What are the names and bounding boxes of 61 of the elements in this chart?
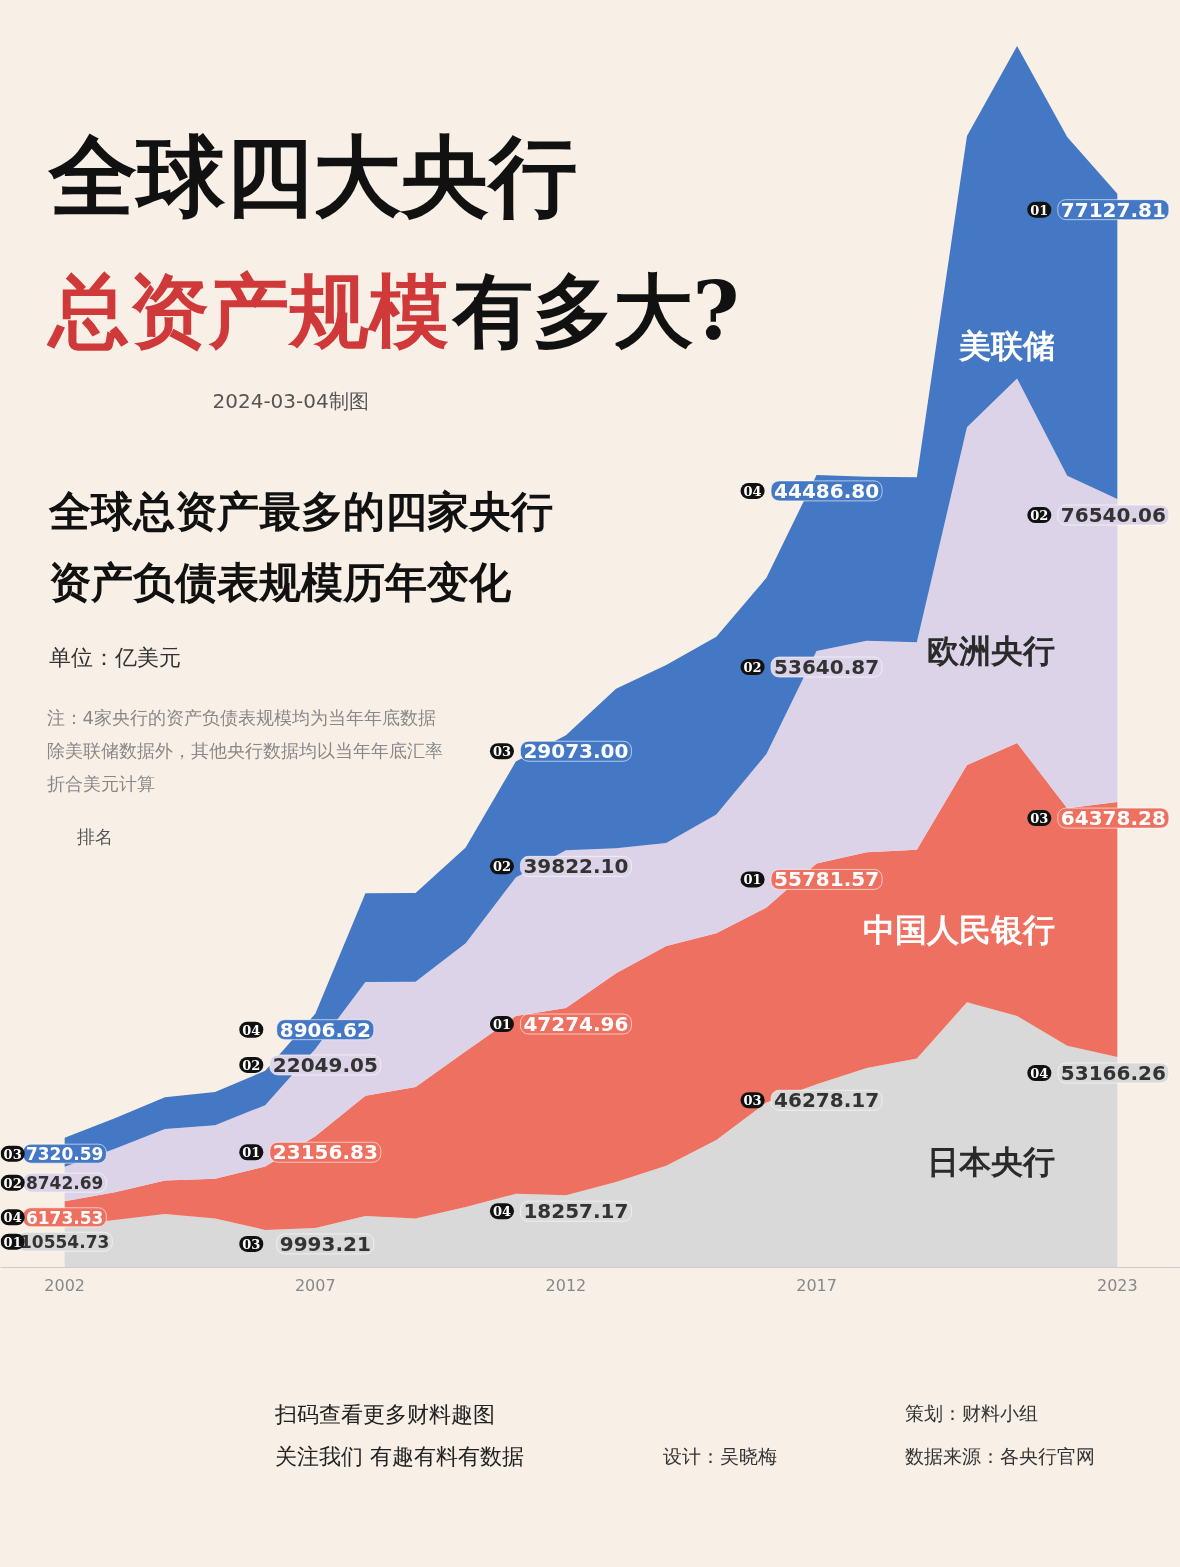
source-note: 数据来源：各央行官网: [905, 1444, 1095, 1469]
data-label: 76540.06: [1060, 503, 1166, 528]
x-tick-label: 2023: [1096, 1275, 1138, 1295]
annotation: 2024-03-04制图: [212, 388, 369, 413]
annotation: 01: [492, 1017, 511, 1033]
data-label: 77127.81: [1060, 197, 1166, 222]
data-label: 47274.96: [523, 1012, 629, 1037]
annotation: 单位：亿美元: [48, 645, 181, 670]
series-label: 美联储: [958, 327, 1056, 366]
series-label: 中国人民银行: [863, 910, 1056, 949]
legend-label: 欧洲央行: [927, 631, 1056, 670]
text: 全球四大央行总资产规模有多大?: [45, 123, 740, 358]
data-label: 55781.57: [774, 867, 880, 892]
data-label: 9993.21: [279, 1231, 371, 1256]
annotation: 03: [242, 1236, 261, 1252]
series-label: 日本央行: [927, 1143, 1056, 1182]
annotation: 排名: [76, 826, 113, 847]
x-tick-label: 2007: [294, 1275, 336, 1295]
text: 全球总资产最多的四家央行资产负债表规模历年变化: [47, 487, 553, 607]
data-label: 18257.17: [523, 1199, 629, 1224]
annotation: 除美联储数据外，其他央行数据均以当年年底汇率: [46, 740, 443, 761]
data-label: 23156.83: [272, 1140, 378, 1165]
annotation: 04: [492, 1204, 511, 1220]
data-label: 46278.17: [774, 1088, 880, 1113]
data-label: 44486.80: [774, 478, 880, 503]
x-tick-label: 2002: [44, 1275, 86, 1295]
data-label: 7320.59: [25, 1144, 104, 1165]
text: 关注我们 有趣有料有数据: [275, 1443, 524, 1471]
annotation: 03: [743, 1093, 762, 1109]
text: 扫码查看更多财料趣图: [275, 1401, 495, 1429]
annotation: 02: [1030, 508, 1049, 524]
data-label: 22049.05: [272, 1052, 378, 1077]
annotation: 04: [743, 483, 762, 499]
annotation: 01: [743, 872, 762, 888]
annotation: 02: [3, 1175, 22, 1191]
data-label: 39822.10: [523, 854, 629, 879]
annotation: 注：4家央行的资产负债表规模均为当年年底数据: [46, 707, 436, 728]
annotation: 02: [492, 859, 511, 875]
annotation: 03: [1030, 811, 1049, 827]
annotation: 02: [743, 660, 762, 676]
data-label: 53166.26: [1060, 1060, 1166, 1085]
annotation: 折合美元计算: [46, 773, 155, 794]
annotation: 02: [242, 1057, 261, 1073]
x-tick-label: 2017: [796, 1275, 837, 1295]
annotation: 01: [242, 1145, 261, 1161]
annotation: 03: [492, 744, 511, 760]
x-tick-label: 2012: [545, 1275, 587, 1295]
data-label: 8906.62: [279, 1017, 371, 1042]
data-label: 6173.53: [25, 1207, 104, 1228]
data-label: 53640.87: [774, 655, 880, 680]
annotation: 01: [3, 1234, 22, 1250]
text: 策划：财料小组: [905, 1401, 1038, 1426]
annotation: 04: [242, 1022, 261, 1038]
data-label: 8742.69: [25, 1173, 104, 1194]
annotation: 01: [1030, 202, 1049, 218]
annotation: 04: [3, 1210, 22, 1226]
data-label: 64378.28: [1060, 806, 1166, 831]
annotation: 04: [1030, 1065, 1049, 1081]
annotation: 03: [3, 1146, 22, 1162]
data-label: 29073.00: [523, 739, 629, 764]
text: 设计：吴晓梅: [663, 1444, 777, 1469]
